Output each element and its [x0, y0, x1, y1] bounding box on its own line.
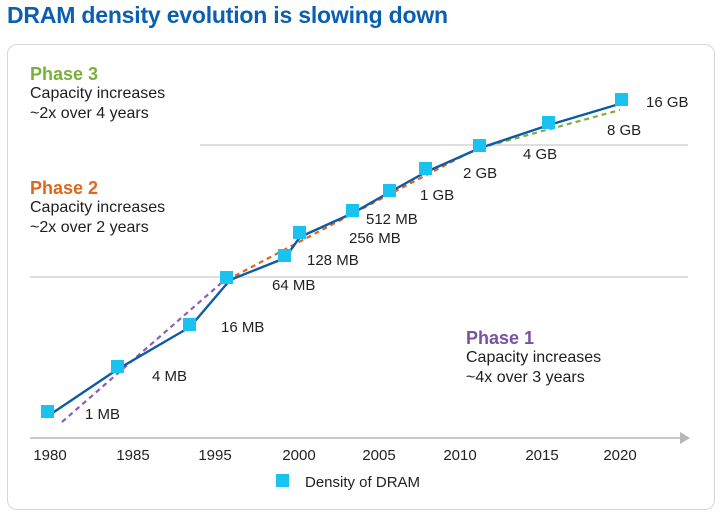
phase-1-line-2: ~4x over 3 years	[466, 369, 585, 386]
density-marker	[111, 360, 124, 373]
density-marker	[615, 93, 628, 106]
legend-marker	[276, 474, 289, 487]
phase-1-line-1: Capacity increases	[466, 349, 602, 366]
phase-1-title: Phase 1	[466, 328, 535, 348]
data-label: 16 GB	[646, 94, 689, 111]
density-marker	[41, 405, 54, 418]
data-label: 128 MB	[307, 252, 359, 269]
density-marker	[293, 226, 306, 239]
density-marker	[183, 318, 196, 331]
density-marker	[220, 271, 233, 284]
legend-label: Density of DRAM	[305, 474, 420, 491]
data-label: 1 GB	[420, 187, 454, 204]
phase-2-line-1: Capacity increases	[30, 199, 166, 216]
x-tick-label: 2005	[362, 447, 395, 464]
data-label: 2 GB	[463, 165, 497, 182]
x-tick-label: 2010	[443, 447, 476, 464]
data-label: 8 GB	[607, 122, 641, 139]
phase-2-line-2: ~2x over 2 years	[30, 219, 149, 236]
density-marker	[542, 116, 555, 129]
phase-3-title: Phase 3	[30, 64, 99, 84]
data-label: 256 MB	[349, 230, 401, 247]
data-label: 1 MB	[85, 406, 120, 423]
chart-title: DRAM density evolution is slowing down	[7, 2, 448, 28]
phase-2-title: Phase 2	[30, 178, 99, 198]
data-label: 16 MB	[221, 319, 264, 336]
density-marker	[383, 184, 396, 197]
density-marker	[278, 249, 291, 262]
data-label: 4 MB	[152, 368, 187, 385]
phase-3-annotation: Phase 3 Capacity increases ~2x over 4 ye…	[30, 64, 165, 124]
x-tick-label: 1995	[198, 447, 231, 464]
density-marker	[346, 204, 359, 217]
x-tick-label: 2000	[282, 447, 315, 464]
phase-3-line-2: ~2x over 4 years	[30, 105, 149, 122]
density-marker	[473, 139, 486, 152]
phase-2-annotation: Phase 2 Capacity increases ~2x over 2 ye…	[30, 178, 165, 238]
x-tick-label: 1985	[116, 447, 149, 464]
phase-3-line-1: Capacity increases	[30, 85, 166, 102]
x-tick-label: 2015	[525, 447, 558, 464]
data-label: 64 MB	[272, 277, 315, 294]
density-marker	[419, 162, 432, 175]
trend-line-phase-1	[61, 277, 228, 423]
data-label: 4 GB	[523, 146, 557, 163]
chart-frame	[7, 44, 715, 510]
density-line	[47, 100, 627, 417]
data-label: 512 MB	[366, 211, 418, 228]
x-tick-label: 2020	[603, 447, 636, 464]
x-tick-label: 1980	[33, 447, 66, 464]
phase-1-annotation: Phase 1 Capacity increases ~4x over 3 ye…	[466, 328, 601, 388]
x-axis-arrow	[680, 432, 690, 444]
